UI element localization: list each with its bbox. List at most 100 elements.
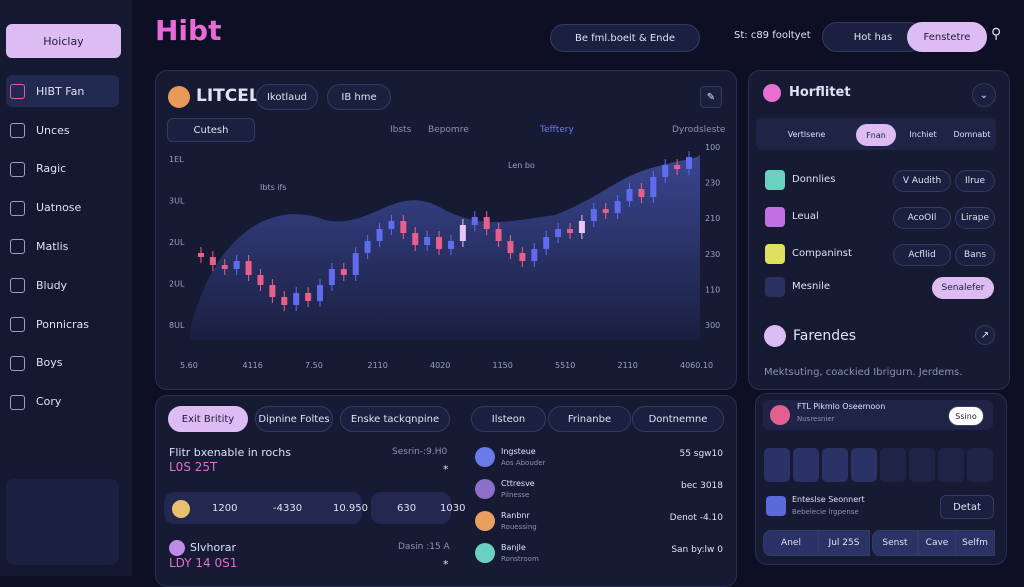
label: Dasin :15 A <box>398 542 450 552</box>
candle-body <box>328 269 335 285</box>
star[interactable]: * <box>443 463 449 476</box>
row-icon <box>765 207 785 227</box>
nav-item[interactable]: Uatnose <box>36 201 82 215</box>
nav-icon <box>10 161 25 177</box>
icon <box>763 84 781 102</box>
x-tick-label: 5.60 <box>180 361 198 370</box>
icon <box>766 496 786 516</box>
description: Mektsuting, coackied Ibrigurn. Jerdems. <box>764 367 963 378</box>
avatar <box>475 543 495 563</box>
candle-body <box>317 285 323 301</box>
footer-button[interactable]: Anel <box>763 530 819 556</box>
chart-button[interactable]: Ikotlaud <box>256 84 318 110</box>
candle-body <box>424 237 431 245</box>
chart-title: LITCEL <box>196 86 260 106</box>
arrow-button[interactable]: ↗ <box>975 325 995 345</box>
dropdown[interactable]: Cutesh <box>167 118 255 142</box>
chart-note: Ibts ifs <box>260 183 287 192</box>
candle-body <box>531 249 538 261</box>
row-tag[interactable]: AcoOIl <box>893 207 951 229</box>
footer-button[interactable]: Senst <box>872 530 918 556</box>
y-tick-label: 2UL <box>169 238 185 247</box>
nav-item[interactable]: Ponnicras <box>36 317 90 331</box>
footer-button[interactable]: Selfm <box>955 530 995 556</box>
row-name: Leual <box>792 211 819 222</box>
activity-value: 55 sgw10 <box>679 449 723 459</box>
image-tile <box>880 448 906 482</box>
candle-body <box>340 269 347 275</box>
row-button[interactable]: Senalefer <box>932 277 994 299</box>
tab[interactable]: Dontnemne <box>632 406 724 432</box>
nav-item[interactable]: Matlis <box>36 239 69 253</box>
tab[interactable]: Vertlsene <box>787 129 826 139</box>
top-button[interactable]: Hoiclay <box>6 24 121 58</box>
candle-body <box>376 229 383 241</box>
logo: Hibt <box>155 14 222 47</box>
candle-body <box>400 221 407 233</box>
row-button[interactable]: Bans <box>955 244 995 266</box>
nav-item[interactable]: Boys <box>36 356 63 370</box>
activity-name: Banjle <box>501 543 526 552</box>
tab[interactable]: Fnan <box>856 124 896 146</box>
y-tick-label: 100 <box>705 143 720 152</box>
nav-item[interactable]: Unces <box>36 123 70 137</box>
order-value: 10.950 <box>333 503 368 514</box>
tab[interactable]: Dipnine Foltes <box>255 406 333 432</box>
tab[interactable]: Exit Britity <box>168 406 248 432</box>
order-row[interactable] <box>371 492 451 524</box>
tab[interactable]: Frinanbe <box>548 406 631 432</box>
footer-button[interactable]: Cave <box>918 530 956 556</box>
nav-icon <box>10 394 25 410</box>
nav-icon <box>10 123 25 138</box>
collapse[interactable]: ⌄ <box>972 83 996 107</box>
candle-body <box>471 217 478 225</box>
toolbar[interactable]: Dyrodsleste <box>672 125 726 135</box>
tab[interactable]: Domnabt <box>953 129 991 139</box>
card-sub: Nusresnier <box>797 415 835 423</box>
order-row[interactable] <box>164 492 362 524</box>
nav-icon <box>10 200 25 216</box>
candle-body <box>412 233 419 245</box>
candle-body <box>495 229 502 241</box>
select[interactable]: Detat <box>940 495 994 519</box>
chart-icon <box>168 86 190 108</box>
x-tick-label: 2110 <box>368 361 388 370</box>
candle-body <box>578 221 585 233</box>
image-tile <box>851 448 877 482</box>
pill[interactable]: Be fml.boeit & Ende <box>550 24 700 52</box>
toolbar[interactable]: Tefftery <box>540 125 574 135</box>
candle-body <box>614 201 621 213</box>
toolbar[interactable]: Ibsts <box>390 125 412 135</box>
row-tag[interactable]: V Audith <box>893 170 951 192</box>
candle-body <box>233 261 240 269</box>
edit-button[interactable]: ✎ <box>700 86 722 108</box>
nav-item[interactable]: Ragic <box>36 162 67 176</box>
candle-body <box>281 297 288 305</box>
nav-icon <box>10 84 25 99</box>
search-icon[interactable]: ⚲ <box>991 26 1002 42</box>
row-button[interactable]: Ilrue <box>955 170 995 192</box>
candle-body <box>388 221 395 229</box>
candle-body <box>221 265 228 269</box>
star[interactable]: * <box>443 558 449 571</box>
toolbar[interactable]: Bepomre <box>428 125 469 135</box>
row-icon <box>765 277 785 297</box>
activity-name: Ranbnr <box>501 511 530 520</box>
card-button[interactable]: Ssino <box>948 406 984 426</box>
row-button[interactable]: Lirape <box>955 207 995 229</box>
nav-item[interactable]: Bludy <box>36 278 68 292</box>
tab[interactable]: Enske tackqnpine <box>340 406 450 432</box>
nav-item[interactable]: Cory <box>36 395 62 409</box>
candle-body <box>602 209 609 213</box>
header-button[interactable]: Fenstetre <box>907 22 987 52</box>
row-tag[interactable]: Acfllid <box>893 244 951 266</box>
row-icon <box>765 244 785 264</box>
icon <box>169 540 185 556</box>
y-tick-label: 8UL <box>169 321 185 330</box>
tab[interactable]: Inchiet <box>909 129 937 139</box>
tab[interactable]: Ilsteon <box>471 406 546 432</box>
chart-button[interactable]: IB hme <box>327 84 391 110</box>
footer-button[interactable]: Jul 25S <box>818 530 870 556</box>
x-tick-label: 7.50 <box>305 361 323 370</box>
